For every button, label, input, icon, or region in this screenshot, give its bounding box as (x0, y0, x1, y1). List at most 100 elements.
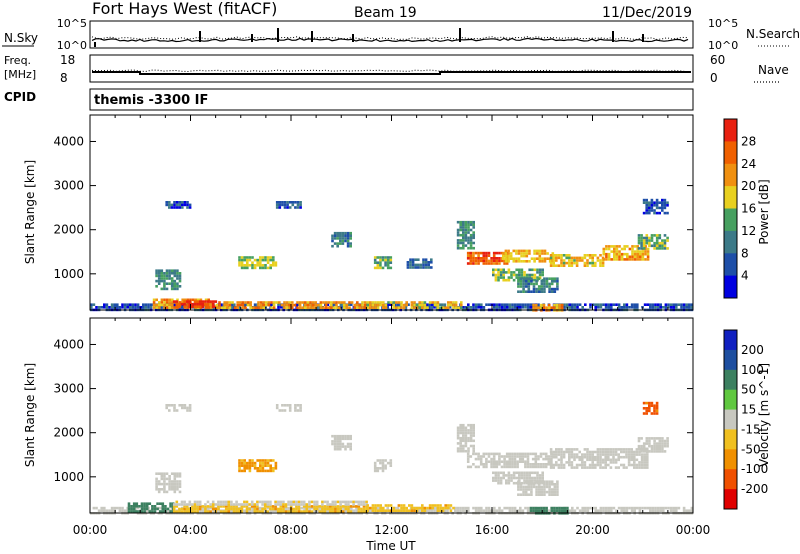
power-cell-18 (168, 206, 171, 209)
velocity-cell-0 (474, 509, 478, 512)
velocity-cell-1 (153, 510, 157, 513)
power-cell-0 (396, 303, 400, 306)
power-cell-6 (238, 256, 241, 259)
power-cell-0 (649, 303, 652, 306)
velocity-cell-0 (100, 506, 103, 510)
power-cell-0 (677, 303, 681, 306)
velocity-cell-16 (283, 409, 287, 412)
velocity-cell-9 (472, 429, 475, 432)
power-cell-14 (545, 282, 549, 286)
velocity-cell-10 (531, 465, 535, 469)
velocity-cell-6 (243, 469, 246, 473)
power-cell-21 (655, 204, 659, 207)
power-cell-4 (423, 301, 427, 304)
power-cell-0 (526, 303, 530, 306)
velocity-cell-0 (477, 509, 480, 512)
power-cell-0 (690, 306, 694, 309)
power-cell-14 (522, 277, 525, 280)
power-cell-12 (515, 260, 518, 263)
power-cell-1 (173, 306, 177, 309)
velocity-cell-3 (217, 503, 220, 506)
power-cell-0 (563, 306, 566, 309)
velocity-cell-13 (591, 458, 594, 462)
velocity-cell-13 (614, 450, 618, 454)
velocity-cell-2 (344, 507, 348, 511)
velocity-cell-14 (637, 444, 641, 448)
velocity-cell-3 (313, 503, 316, 506)
velocity-cell-13 (599, 463, 602, 467)
power-cell-12 (538, 252, 542, 255)
power-cell-3 (324, 306, 328, 309)
power-cell-14 (522, 287, 525, 291)
velocity-cell-12 (556, 488, 559, 491)
velocity-cell-13 (635, 463, 639, 467)
power-cell-16 (615, 252, 619, 256)
power-cell-17 (661, 244, 664, 248)
velocity-cell-9 (459, 436, 462, 440)
velocity-cell-4 (379, 504, 382, 507)
velocity-cell-2 (292, 507, 296, 511)
velocity-cell-2 (300, 510, 303, 513)
power-cell-17 (663, 247, 667, 250)
velocity-cell-14 (648, 437, 651, 440)
velocity-cell-11 (525, 481, 529, 485)
velocity-cell-3 (256, 503, 259, 506)
velocity-cell-1 (127, 502, 131, 505)
velocity-colorbar-ticks: 200 100 50 15 -15 -50 -100 -200 (741, 343, 768, 496)
velocity-cell-2 (253, 507, 257, 511)
velocity-cell-10 (518, 455, 522, 458)
velocity-cell-12 (545, 485, 549, 489)
power-cell-16 (613, 250, 616, 253)
power-cell-11 (479, 257, 483, 260)
velocity-cell-13 (552, 450, 555, 454)
power-cell-21 (658, 211, 661, 215)
power-cell-16 (605, 252, 608, 256)
velocity-cell-2 (180, 507, 184, 511)
velocity-cell-10 (495, 463, 499, 466)
power-cell-13 (518, 273, 521, 277)
velocity-cell-13 (583, 448, 587, 451)
power-cell-10 (469, 223, 473, 227)
velocity-cell-3 (282, 500, 285, 504)
power-cell-0 (607, 303, 610, 306)
power-cell-15 (573, 256, 576, 260)
velocity-cell-4 (413, 509, 416, 512)
velocity-cell-11 (528, 471, 531, 475)
power-cell-10 (456, 241, 460, 245)
velocity-cell-2 (336, 510, 340, 513)
velocity-cell-14 (653, 450, 656, 453)
velocity-cell-9 (462, 444, 465, 448)
power-cell-4 (421, 303, 424, 307)
power-cell-21 (645, 201, 648, 204)
power-cell-13 (528, 273, 531, 277)
velocity-cell-3 (274, 500, 277, 504)
velocity-cell-13 (617, 455, 620, 459)
power-cell-12 (525, 260, 529, 263)
velocity-cell-4 (366, 504, 369, 507)
power-cell-16 (636, 255, 639, 259)
velocity-cell-13 (607, 463, 610, 467)
power-cell-15 (583, 261, 587, 265)
velocity-cell-13 (635, 450, 639, 454)
power-cell-0 (279, 306, 283, 309)
power-cell-15 (555, 264, 558, 267)
power-cell-21 (661, 198, 664, 202)
power-cell-5 (168, 274, 171, 278)
velocity-cell-3 (193, 500, 197, 504)
velocity-cell-11 (523, 479, 526, 482)
velocity-cell-3 (334, 503, 337, 506)
power-cell-1 (184, 298, 187, 302)
velocity-cell-13 (617, 453, 620, 456)
velocity-cell-13 (643, 461, 646, 464)
power-cell-13 (507, 276, 511, 279)
velocity-cell-2 (334, 507, 337, 511)
power-cell-3 (257, 303, 260, 307)
velocity-cell-7 (336, 442, 339, 446)
power-cell-14 (527, 277, 531, 280)
velocity-cell-10 (534, 455, 538, 458)
power-cell-0 (136, 303, 140, 306)
power-cell-14 (517, 280, 520, 283)
power-cell-3 (278, 301, 281, 304)
xtick-0800: 08:00 (274, 523, 309, 537)
velocity-cell-3 (326, 500, 329, 504)
